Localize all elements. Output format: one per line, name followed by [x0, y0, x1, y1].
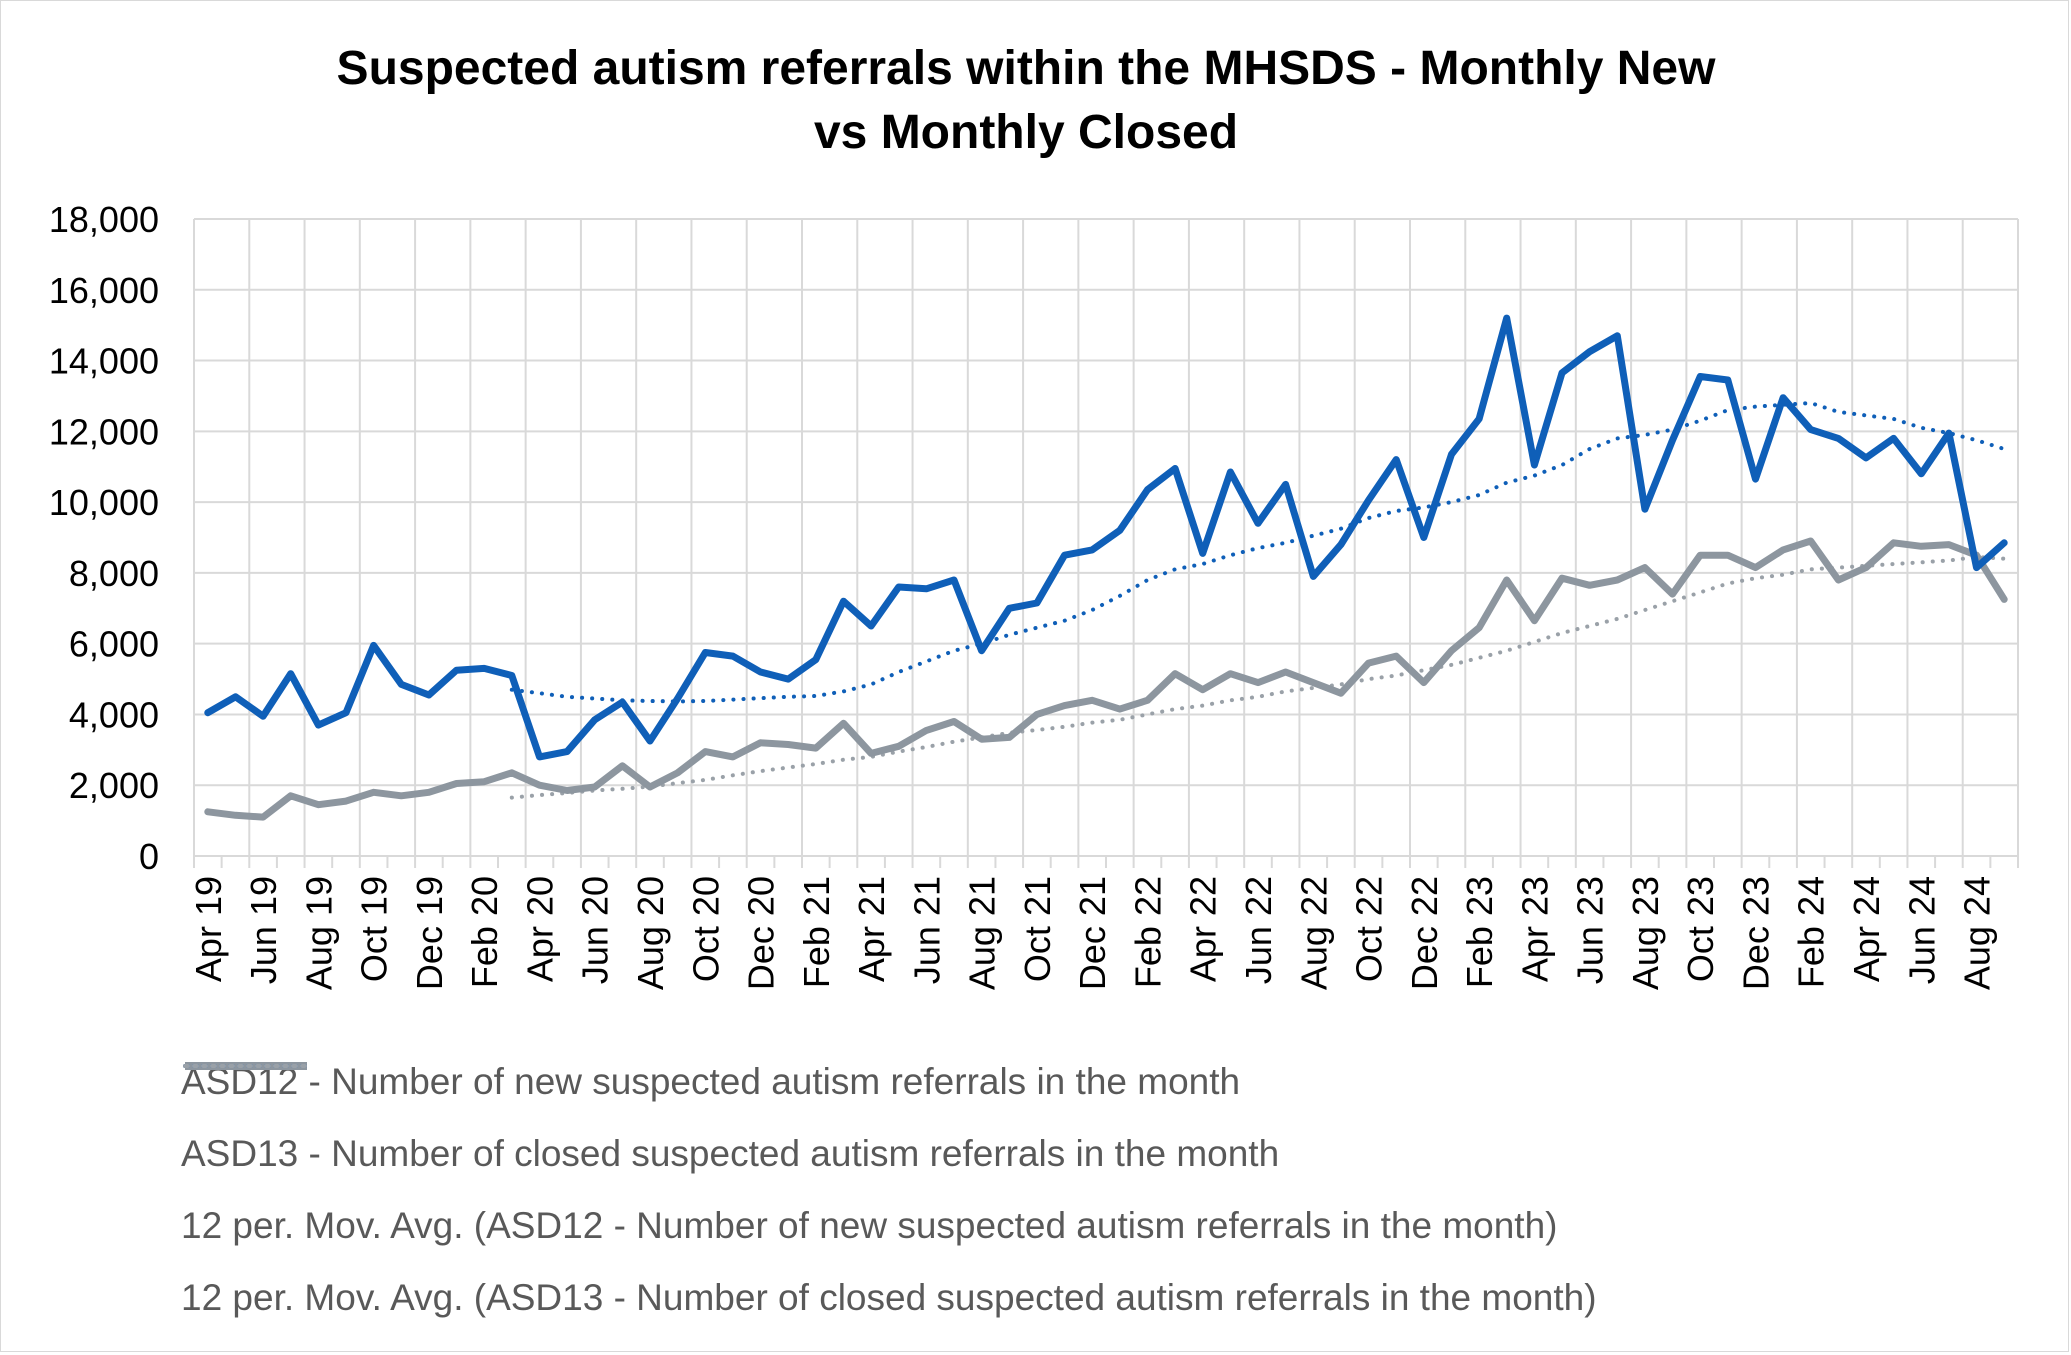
x-tick-label: Jun 19	[243, 876, 284, 984]
x-tick-label: Jun 20	[575, 876, 616, 984]
x-tick-label: Apr 21	[851, 876, 892, 982]
x-tick-label: Apr 24	[1846, 876, 1887, 982]
y-tick-label: 10,000	[49, 482, 159, 523]
y-tick-label: 8,000	[69, 553, 159, 594]
x-tick-label: Aug 20	[630, 876, 671, 990]
y-tick-label: 4,000	[69, 694, 159, 735]
series-line-asd13	[204, 537, 2008, 821]
legend-label-asd12: ASD12 - Number of new suspected autism r…	[181, 1061, 1241, 1102]
x-tick-label: Apr 20	[519, 876, 560, 982]
x-tick-label: Dec 21	[1072, 876, 1113, 990]
x-tick-label: Jun 23	[1570, 876, 1611, 984]
y-tick-label: 2,000	[69, 765, 159, 806]
y-tick-label: 6,000	[69, 624, 159, 665]
x-tick-label: Jun 21	[906, 876, 947, 984]
series-line-asd13-avg	[509, 555, 2007, 800]
legend-label-asd13: ASD13 - Number of closed suspected autis…	[181, 1133, 1280, 1174]
y-tick-label: 0	[139, 836, 159, 877]
x-tick-label: Feb 20	[464, 876, 505, 988]
x-tick-label: Jun 24	[1901, 876, 1942, 984]
x-tick-label: Feb 24	[1791, 876, 1832, 988]
series-line-asd12	[204, 314, 2008, 761]
x-tick-label: Feb 23	[1459, 876, 1500, 988]
x-tick-label: Oct 23	[1680, 876, 1721, 982]
x-tick-label: Aug 24	[1957, 876, 1998, 990]
x-tick-label: Dec 22	[1404, 876, 1445, 990]
y-tick-label: 18,000	[49, 199, 159, 240]
y-axis: 0 2,000 4,000 6,000 8,000 10,000 12,000 14,000 1…	[49, 199, 159, 877]
legend-item-asd12: ASD12 - Number of new suspected autism r…	[181, 1046, 1597, 1118]
chart-title: Suspected autism referrals within the MH…	[161, 37, 1891, 165]
x-tick-label: Aug 21	[962, 876, 1003, 990]
x-tick-label: Dec 23	[1735, 876, 1776, 990]
series-line-asd12-avg	[509, 401, 2007, 704]
legend-label-asd12-avg: 12 per. Mov. Avg. (ASD12 - Number of new…	[181, 1205, 1558, 1246]
legend: ASD12 - Number of new suspected autism r…	[181, 1046, 1597, 1334]
legend-label-asd13-avg: 12 per. Mov. Avg. (ASD13 - Number of clo…	[181, 1277, 1597, 1318]
legend-item-asd13-avg: 12 per. Mov. Avg. (ASD13 - Number of clo…	[181, 1064, 1597, 1334]
legend-item-asd13: ASD13 - Number of closed suspected autis…	[181, 1062, 1597, 1190]
x-tick-label: Dec 20	[741, 876, 782, 990]
y-tick-label: 16,000	[49, 270, 159, 311]
x-tick-label: Feb 22	[1127, 876, 1168, 988]
gridlines	[193, 218, 2019, 857]
chart-title-line-1: Suspected autism referrals within the MH…	[336, 42, 1716, 95]
x-tick-label: Apr 19	[188, 876, 229, 982]
legend-key-asd13-avg	[183, 1064, 309, 1068]
y-tick-label: 14,000	[49, 341, 159, 382]
x-tick-label: Dec 19	[409, 876, 450, 990]
x-tick-label: Oct 21	[1017, 876, 1058, 982]
x-axis: Apr 19 Jun 19 Aug 19 Oct 19 Dec 19 Feb 20 Apr …	[188, 855, 2019, 990]
x-tick-label: Oct 22	[1349, 876, 1390, 982]
x-tick-label: Oct 19	[354, 876, 395, 982]
x-tick-label: Oct 20	[685, 876, 726, 982]
legend-item-asd12-avg: 12 per. Mov. Avg. (ASD12 - Number of new…	[181, 1064, 1597, 1262]
x-tick-label: Aug 19	[298, 876, 339, 990]
x-tick-label: Apr 22	[1183, 876, 1224, 982]
x-tick-label: Aug 23	[1625, 876, 1666, 990]
x-tick-label: Jun 22	[1238, 876, 1279, 984]
x-tick-label: Feb 21	[796, 876, 837, 988]
x-tick-label: Aug 22	[1293, 876, 1334, 990]
x-tick-label: Apr 23	[1514, 876, 1555, 982]
y-tick-label: 12,000	[49, 411, 159, 452]
chart-title-line-2: vs Monthly Closed	[813, 106, 1239, 159]
series-lines	[204, 314, 2008, 821]
